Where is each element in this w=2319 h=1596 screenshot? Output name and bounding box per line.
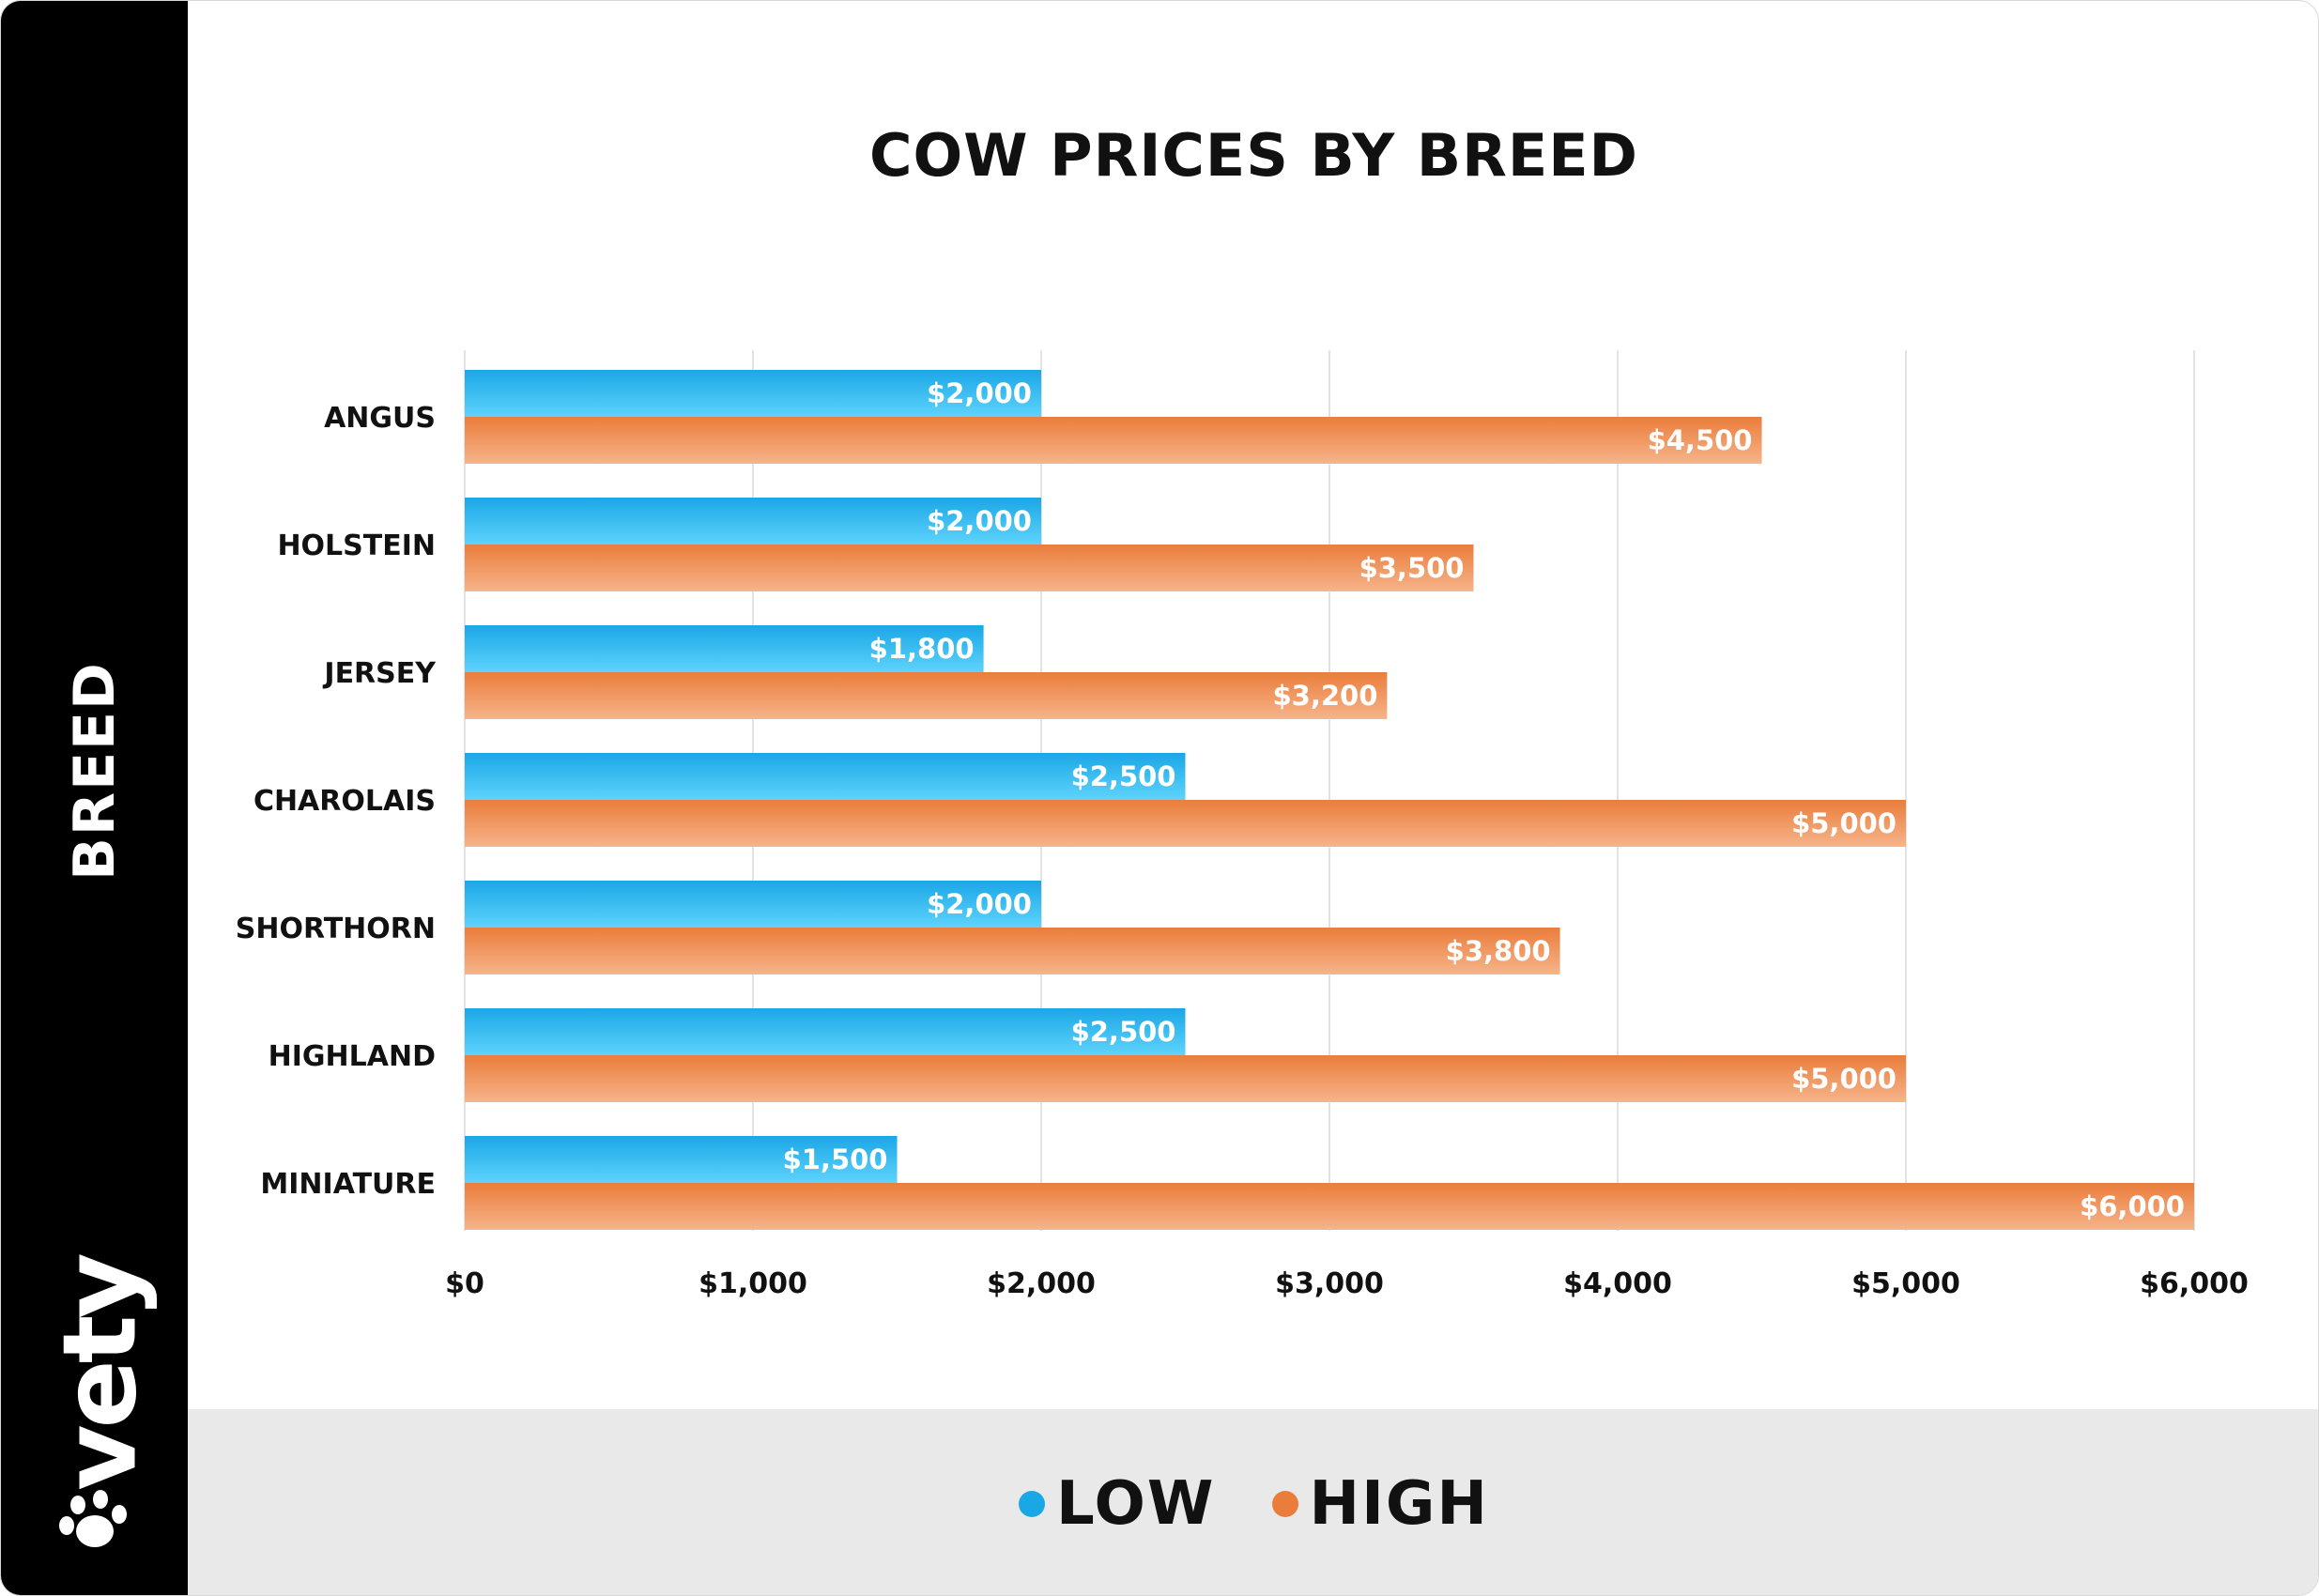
x-tick-label: $6,000 — [2140, 1267, 2249, 1300]
bar-high — [465, 672, 1388, 719]
data-label-low: $2,500 — [1071, 1016, 1176, 1048]
bar-high — [465, 1055, 1906, 1102]
bar-low — [465, 625, 984, 672]
bar-chart: $0 $1,000 $2,000 $3,000 $4,000 $5,000 $6,000 AN… — [236, 350, 2249, 1300]
bar-low — [465, 753, 1186, 800]
bar-high — [465, 1183, 2194, 1230]
x-tick-label: $0 — [445, 1267, 484, 1300]
category-label: HIGHLAND — [269, 1040, 436, 1073]
legend-label-low: LOW — [1056, 1469, 1216, 1539]
data-label-low: $2,000 — [927, 505, 1032, 537]
data-label-low: $1,800 — [869, 633, 975, 665]
category-label: CHAROLAIS — [253, 785, 436, 818]
category-label: ANGUS — [324, 402, 436, 435]
data-label-low: $1,500 — [783, 1143, 888, 1175]
bar-low — [465, 370, 1041, 417]
x-tick-label: $2,000 — [987, 1267, 1096, 1300]
data-label-high: $3,200 — [1272, 680, 1377, 712]
bar-low — [465, 498, 1041, 545]
x-tick-label: $4,000 — [1563, 1267, 1672, 1300]
paw-icon — [59, 1490, 127, 1547]
bar-high — [465, 417, 1762, 464]
bar-high — [465, 545, 1474, 591]
x-tick-label: $1,000 — [699, 1267, 807, 1300]
legend-band: LOW HIGH — [188, 1409, 2318, 1595]
data-label-low: $2,500 — [1071, 760, 1176, 792]
data-label-high: $5,000 — [1791, 1063, 1897, 1095]
data-label-low: $2,000 — [927, 377, 1032, 409]
legend-dot-high — [1271, 1491, 1298, 1517]
bar-low — [465, 1008, 1186, 1055]
bar-low — [465, 1136, 898, 1183]
bar-high — [465, 928, 1560, 974]
x-tick-label: $5,000 — [1851, 1267, 1960, 1300]
legend-label-high: HIGH — [1309, 1469, 1489, 1539]
chart-title: COW PRICES BY BREED — [868, 121, 1639, 190]
legend-item-low: LOW — [1019, 1469, 1216, 1539]
data-label-high: $3,800 — [1446, 935, 1551, 967]
category-label: SHORTHORN — [236, 913, 436, 945]
bar-low — [465, 881, 1041, 928]
data-label-low: $2,000 — [927, 888, 1032, 920]
category-label: HOLSTEIN — [277, 529, 436, 562]
x-tick-label: $3,000 — [1275, 1267, 1384, 1300]
legend-dot-low — [1019, 1491, 1046, 1517]
category-label: JERSEY — [322, 657, 437, 690]
legend: LOW HIGH — [188, 1469, 2318, 1539]
data-label-high: $6,000 — [2080, 1190, 2185, 1222]
bar-high — [465, 800, 1906, 847]
data-label-high: $5,000 — [1791, 807, 1897, 839]
sidebar: BREED vety — [1, 1, 188, 1595]
data-label-high: $3,500 — [1359, 552, 1465, 584]
category-label: MINIATURE — [260, 1168, 436, 1201]
data-label-high: $4,500 — [1648, 424, 1753, 456]
legend-item-high: HIGH — [1271, 1469, 1489, 1539]
